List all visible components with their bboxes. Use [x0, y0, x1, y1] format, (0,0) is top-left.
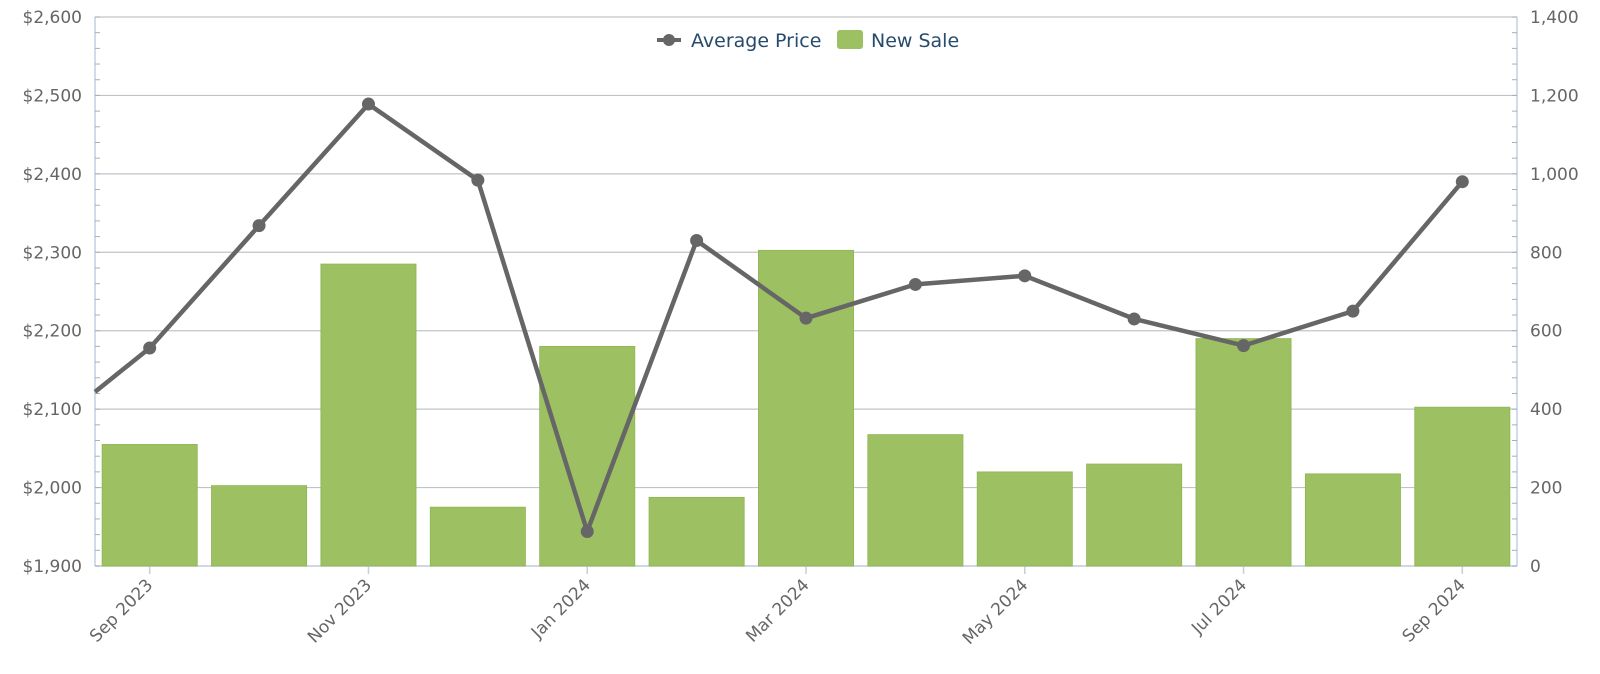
point-average-price-mar-2024[interactable]: [799, 311, 813, 325]
bar-new-sale-sep-2024[interactable]: [1414, 406, 1511, 567]
point-average-price-aug-2024[interactable]: [1346, 304, 1360, 318]
y-right-tick-label: 1,000: [1530, 165, 1579, 185]
bar-new-sale-oct-2023[interactable]: [211, 485, 308, 567]
legend-item-new-sale[interactable]: New Sale: [837, 30, 959, 52]
y-right-tick-label: 800: [1530, 243, 1562, 263]
legend-marker-icon: [663, 34, 675, 46]
bar-new-sale-sep-2023[interactable]: [101, 444, 198, 567]
point-average-price-apr-2024[interactable]: [908, 277, 922, 291]
x-tick-label: Jul 2024: [1187, 575, 1251, 639]
x-tick-label: Jan 2024: [527, 575, 595, 643]
point-average-price-jan-2024[interactable]: [580, 524, 594, 538]
y-left-tick-label: $2,300: [23, 243, 82, 263]
y-right-tick-label: 1,400: [1530, 8, 1579, 28]
point-average-price-nov-2023[interactable]: [361, 97, 375, 111]
x-tick-label: Mar 2024: [742, 575, 813, 646]
x-tick-label: Nov 2023: [304, 575, 376, 647]
bar-new-sale-apr-2024[interactable]: [867, 434, 964, 567]
legend-item-average-price[interactable]: Average Price: [657, 30, 821, 52]
y-right-tick-label: 600: [1530, 322, 1562, 342]
point-average-price-jul-2024[interactable]: [1237, 339, 1251, 353]
point-average-price-jun-2024[interactable]: [1127, 312, 1141, 326]
point-average-price-sep-2023[interactable]: [143, 341, 157, 355]
point-average-price-oct-2023[interactable]: [252, 219, 266, 233]
x-tick-label: Sep 2024: [1399, 575, 1470, 646]
legend[interactable]: Average Price New Sale: [657, 30, 959, 52]
point-average-price-may-2024[interactable]: [1018, 269, 1032, 283]
y-right-tick-label: 200: [1530, 479, 1562, 499]
y-left-tick-label: $1,900: [23, 557, 82, 577]
y-left-tick-label: $2,000: [23, 479, 82, 499]
y-left-tick-label: $2,500: [23, 86, 82, 106]
y-right-tick-label: 0: [1530, 557, 1541, 577]
bar-new-sale-feb-2024[interactable]: [648, 496, 745, 567]
point-average-price-feb-2024[interactable]: [690, 234, 704, 248]
new-sale-bars: [101, 249, 1511, 567]
legend-label-average-price: Average Price: [691, 30, 821, 52]
average-price-line-path: [93, 101, 1465, 534]
y-left-tick-label: $2,400: [23, 165, 82, 185]
bar-new-sale-dec-2023[interactable]: [429, 506, 526, 567]
average-price-line: [93, 97, 1469, 538]
x-tick-label: Sep 2023: [86, 575, 157, 646]
bar-new-sale-mar-2024[interactable]: [758, 249, 854, 567]
legend-bar-swatch: [837, 30, 863, 49]
x-tick-label: May 2024: [959, 575, 1032, 648]
point-average-price-dec-2023[interactable]: [471, 173, 485, 187]
y-right-tick-label: 1,200: [1530, 86, 1579, 106]
y-left-tick-label: $2,600: [23, 8, 82, 28]
y-right-tick-label: 400: [1530, 400, 1562, 420]
y-left-tick-label: $2,100: [23, 400, 82, 420]
bar-new-sale-aug-2024[interactable]: [1304, 473, 1401, 567]
bar-new-sale-nov-2023[interactable]: [320, 263, 417, 567]
legend-label-new-sale: New Sale: [871, 30, 959, 52]
bar-new-sale-jul-2024[interactable]: [1195, 338, 1292, 567]
bar-new-sale-jun-2024[interactable]: [1086, 463, 1183, 567]
bar-new-sale-may-2024[interactable]: [976, 471, 1073, 567]
point-average-price-sep-2024[interactable]: [1455, 175, 1469, 189]
y-left-tick-label: $2,200: [23, 322, 82, 342]
